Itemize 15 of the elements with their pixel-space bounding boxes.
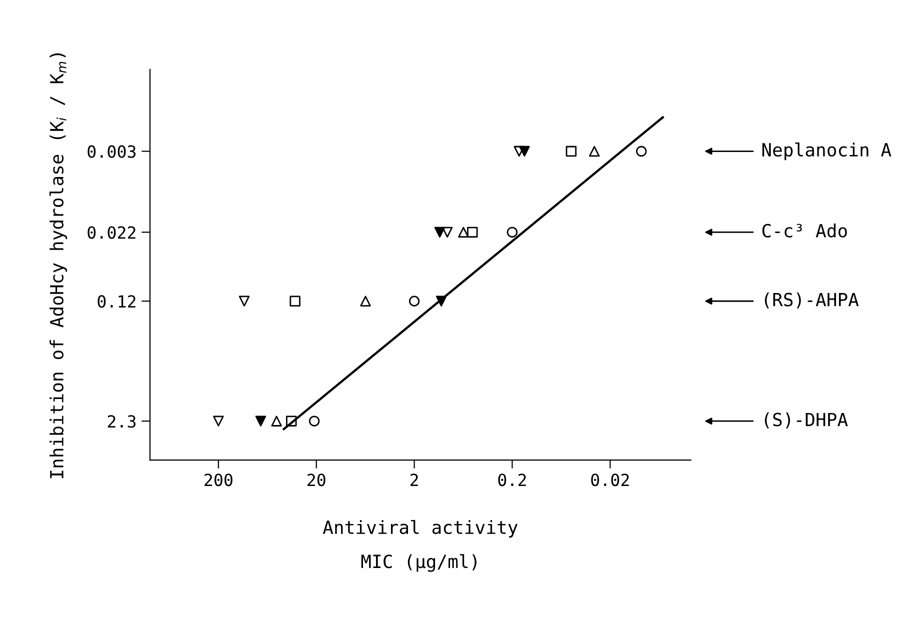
x-tick-label: 20: [308, 474, 326, 486]
y-tick-label: 2.3: [108, 415, 136, 428]
y-tick-label: 0.022: [88, 226, 136, 239]
x-axis-title: Antiviral activity MIC (µg/ml): [322, 520, 518, 572]
x-tick-label: 2: [410, 474, 418, 486]
text: (RS)-AHPA: [764, 292, 859, 309]
x-tick-label: 0.2: [498, 474, 526, 486]
text: Neplanocin A: [762, 142, 892, 160]
x-tick-label: 200: [204, 474, 232, 486]
text: C-c³ Ado: [762, 224, 847, 238]
x-tick-label: 0.02: [591, 474, 629, 486]
text: (S)-DHPA: [764, 412, 848, 428]
y-tick-label: 0.12: [98, 295, 136, 308]
y-tick-label: 0.003: [88, 145, 136, 158]
y-axis-title: Inhibition of AdoHcy hydrolase (K$_{i}$ / K$_{m}$): [49, 53, 68, 478]
